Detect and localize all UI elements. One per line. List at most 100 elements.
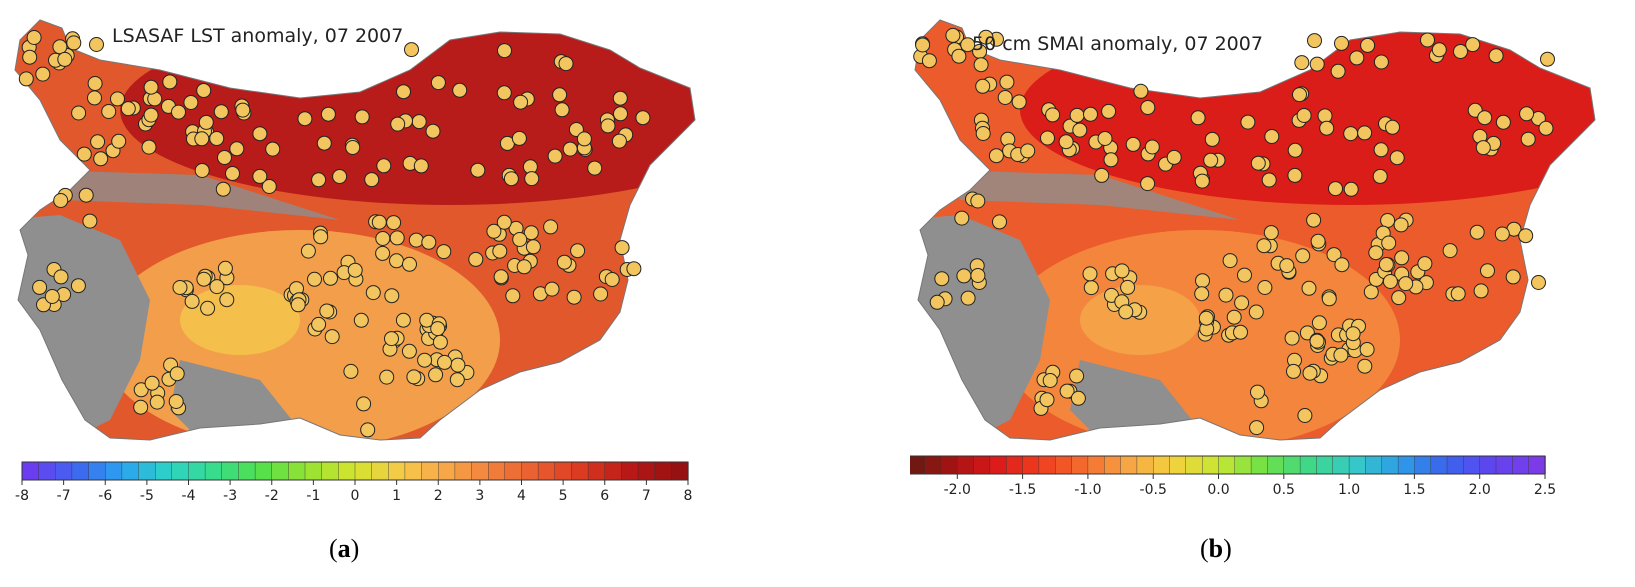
station-marker — [1495, 114, 1511, 130]
colorbar-cell — [21, 461, 40, 481]
colorbar-tick-label: 2.5 — [1534, 482, 1556, 498]
station-marker — [437, 354, 452, 370]
colorbar-tick-label: 2 — [434, 488, 443, 504]
station-marker — [225, 166, 240, 181]
colorbar-cell — [1218, 455, 1236, 475]
station-marker — [496, 214, 512, 230]
station-marker — [1233, 324, 1248, 340]
colorbar-cell — [957, 455, 975, 475]
colorbar-cell — [1022, 455, 1040, 475]
caption-a: (a) — [329, 534, 360, 563]
station-marker — [1133, 83, 1149, 99]
station-marker — [1083, 280, 1099, 296]
station-marker — [430, 75, 446, 91]
station-marker — [290, 297, 306, 313]
station-marker — [954, 210, 970, 226]
colorbar-tick-label: -1.0 — [1074, 482, 1101, 498]
colorbar-cell — [537, 461, 556, 481]
station-marker — [110, 91, 125, 107]
station-marker — [1393, 217, 1409, 233]
station-marker — [1382, 274, 1398, 289]
station-marker — [379, 369, 395, 385]
station-marker — [516, 259, 532, 275]
station-marker — [1069, 368, 1085, 384]
colorbar-tick-label: -2 — [265, 488, 279, 504]
station-marker — [493, 269, 509, 285]
colorbar-cell — [338, 461, 356, 481]
nodata-south — [1070, 360, 1200, 440]
colorbar-cell — [1414, 455, 1432, 475]
colorbar-tick-label: -4 — [182, 488, 196, 504]
station-marker — [1380, 213, 1396, 228]
colorbar-cell — [55, 461, 73, 481]
colorbar-cell — [188, 461, 206, 481]
station-marker — [1302, 365, 1318, 381]
station-marker — [200, 300, 216, 316]
station-marker — [450, 357, 466, 373]
colorbar-cell — [371, 461, 389, 481]
station-marker — [1488, 48, 1504, 64]
station-marker — [1114, 263, 1130, 279]
station-marker — [1040, 130, 1055, 146]
colorbar-cell — [1528, 455, 1546, 475]
station-marker — [1473, 283, 1489, 299]
colorbar-cell — [471, 461, 489, 481]
colorbar-cell — [621, 461, 639, 481]
station-marker — [449, 372, 465, 388]
station-marker — [1140, 100, 1156, 115]
station-marker — [1420, 32, 1435, 48]
colorbar-cell — [1006, 455, 1024, 475]
colorbar-cell — [138, 461, 156, 481]
station-marker — [978, 29, 994, 45]
station-marker — [552, 87, 568, 103]
colorbar-a: -8 -7 -6 -5 -4 -3 -2 -1 0 1 2 3 4 5 6 7 8 — [15, 461, 692, 504]
station-marker — [1257, 280, 1273, 295]
station-marker — [612, 90, 628, 106]
station-marker — [1203, 152, 1219, 168]
station-marker — [1198, 310, 1214, 326]
station-marker — [343, 363, 359, 379]
station-marker — [66, 35, 82, 51]
station-marker — [32, 279, 48, 295]
station-marker — [1292, 87, 1307, 103]
station-marker — [1480, 263, 1495, 279]
station-marker — [389, 230, 405, 246]
station-marker — [1531, 275, 1546, 290]
station-marker — [53, 193, 69, 208]
station-marker — [1368, 245, 1384, 261]
colorbar-tick-label: -7 — [57, 488, 71, 504]
colorbar-tick-label: -6 — [98, 488, 112, 504]
station-marker — [408, 232, 424, 248]
panel-a: LSASAF LST anomaly, 07 2007 -8 -7 -6 -5 -4 -3… — [0, 0, 817, 587]
colorbar-cell — [554, 461, 573, 481]
colorbar-cell — [288, 461, 306, 481]
panel-b: 50 cm SMAI anomaly, 07 2007 -2.5-2.0-1.5… — [910, 0, 1635, 587]
station-marker — [360, 422, 376, 438]
station-marker — [1264, 129, 1280, 144]
station-marker — [1082, 266, 1098, 282]
station-marker — [1250, 384, 1265, 400]
station-marker — [1083, 106, 1098, 122]
colorbar-cell — [38, 461, 56, 481]
colorbar-cell — [1332, 455, 1350, 475]
station-marker — [1345, 326, 1361, 342]
nodata-band — [40, 170, 340, 220]
station-marker — [1389, 150, 1405, 166]
station-marker — [93, 151, 109, 167]
station-marker — [604, 272, 620, 287]
station-marker — [1249, 420, 1265, 436]
station-marker — [1373, 142, 1389, 158]
station-marker — [169, 366, 185, 382]
station-marker — [970, 268, 986, 283]
station-marker — [332, 169, 348, 184]
station-marker — [973, 57, 989, 73]
colorbar-cell — [587, 461, 606, 481]
station-marker — [1334, 257, 1350, 273]
station-marker — [347, 262, 363, 278]
station-marker — [307, 271, 322, 287]
station-marker — [1222, 253, 1238, 269]
colorbar-cell — [271, 461, 290, 481]
station-marker — [992, 214, 1007, 230]
station-marker — [35, 66, 51, 82]
colorbar-tick-label: 0.5 — [1273, 482, 1295, 498]
